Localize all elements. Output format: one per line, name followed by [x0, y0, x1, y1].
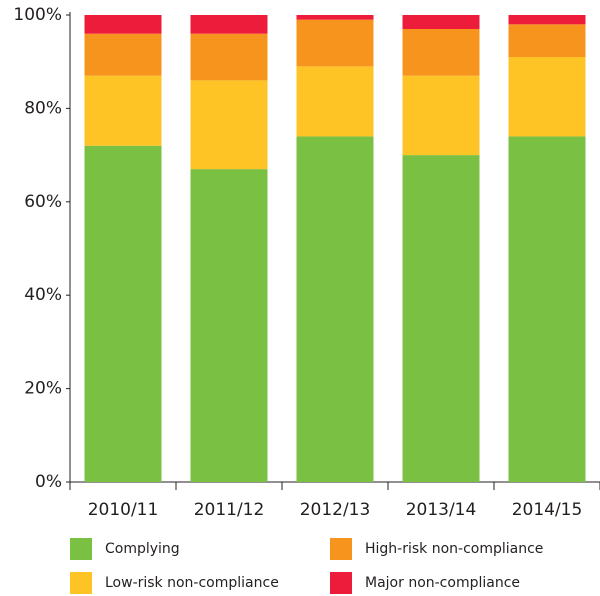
y-tick-label: 60%: [24, 192, 62, 212]
legend-label: Major non-compliance: [365, 575, 520, 591]
bar-segment: [84, 145, 162, 482]
legend-swatch: [330, 572, 352, 594]
legend-label: Low-risk non-compliance: [105, 575, 279, 591]
x-tick-label: 2012/13: [300, 500, 371, 520]
bar-segment: [296, 19, 374, 67]
bar-segment: [296, 136, 374, 483]
x-tick-label: 2014/15: [512, 500, 583, 520]
bar-segment: [296, 15, 374, 20]
bar-segment: [402, 155, 480, 482]
y-tick-label: 0%: [35, 472, 62, 492]
legend-swatch: [330, 538, 352, 560]
bar-segment: [402, 15, 480, 30]
bar-segment: [190, 15, 268, 34]
x-tick-label: 2013/14: [406, 500, 477, 520]
y-tick-label: 80%: [24, 98, 62, 118]
legend-swatch: [70, 572, 92, 594]
bar-segment: [508, 136, 586, 483]
x-tick-label: 2010/11: [88, 500, 159, 520]
bar-segment: [84, 75, 162, 146]
y-tick-label: 40%: [24, 285, 62, 305]
legend-swatch: [70, 538, 92, 560]
bar-segment: [190, 80, 268, 170]
y-tick-label: 100%: [13, 5, 62, 25]
bar-segment: [402, 75, 480, 156]
x-tick-label: 2011/12: [194, 500, 265, 520]
bar-segment: [508, 24, 586, 58]
bar-segment: [190, 169, 268, 483]
bar-segment: [508, 15, 586, 25]
bar-segment: [190, 33, 268, 81]
bar-segment: [508, 57, 586, 137]
bar-segment: [296, 66, 374, 137]
bar-segment: [402, 29, 480, 76]
legend-label: High-risk non-compliance: [365, 541, 543, 557]
bar-segment: [84, 15, 162, 34]
legend-label: Complying: [105, 541, 180, 557]
y-tick-label: 20%: [24, 379, 62, 399]
bar-segment: [84, 33, 162, 76]
